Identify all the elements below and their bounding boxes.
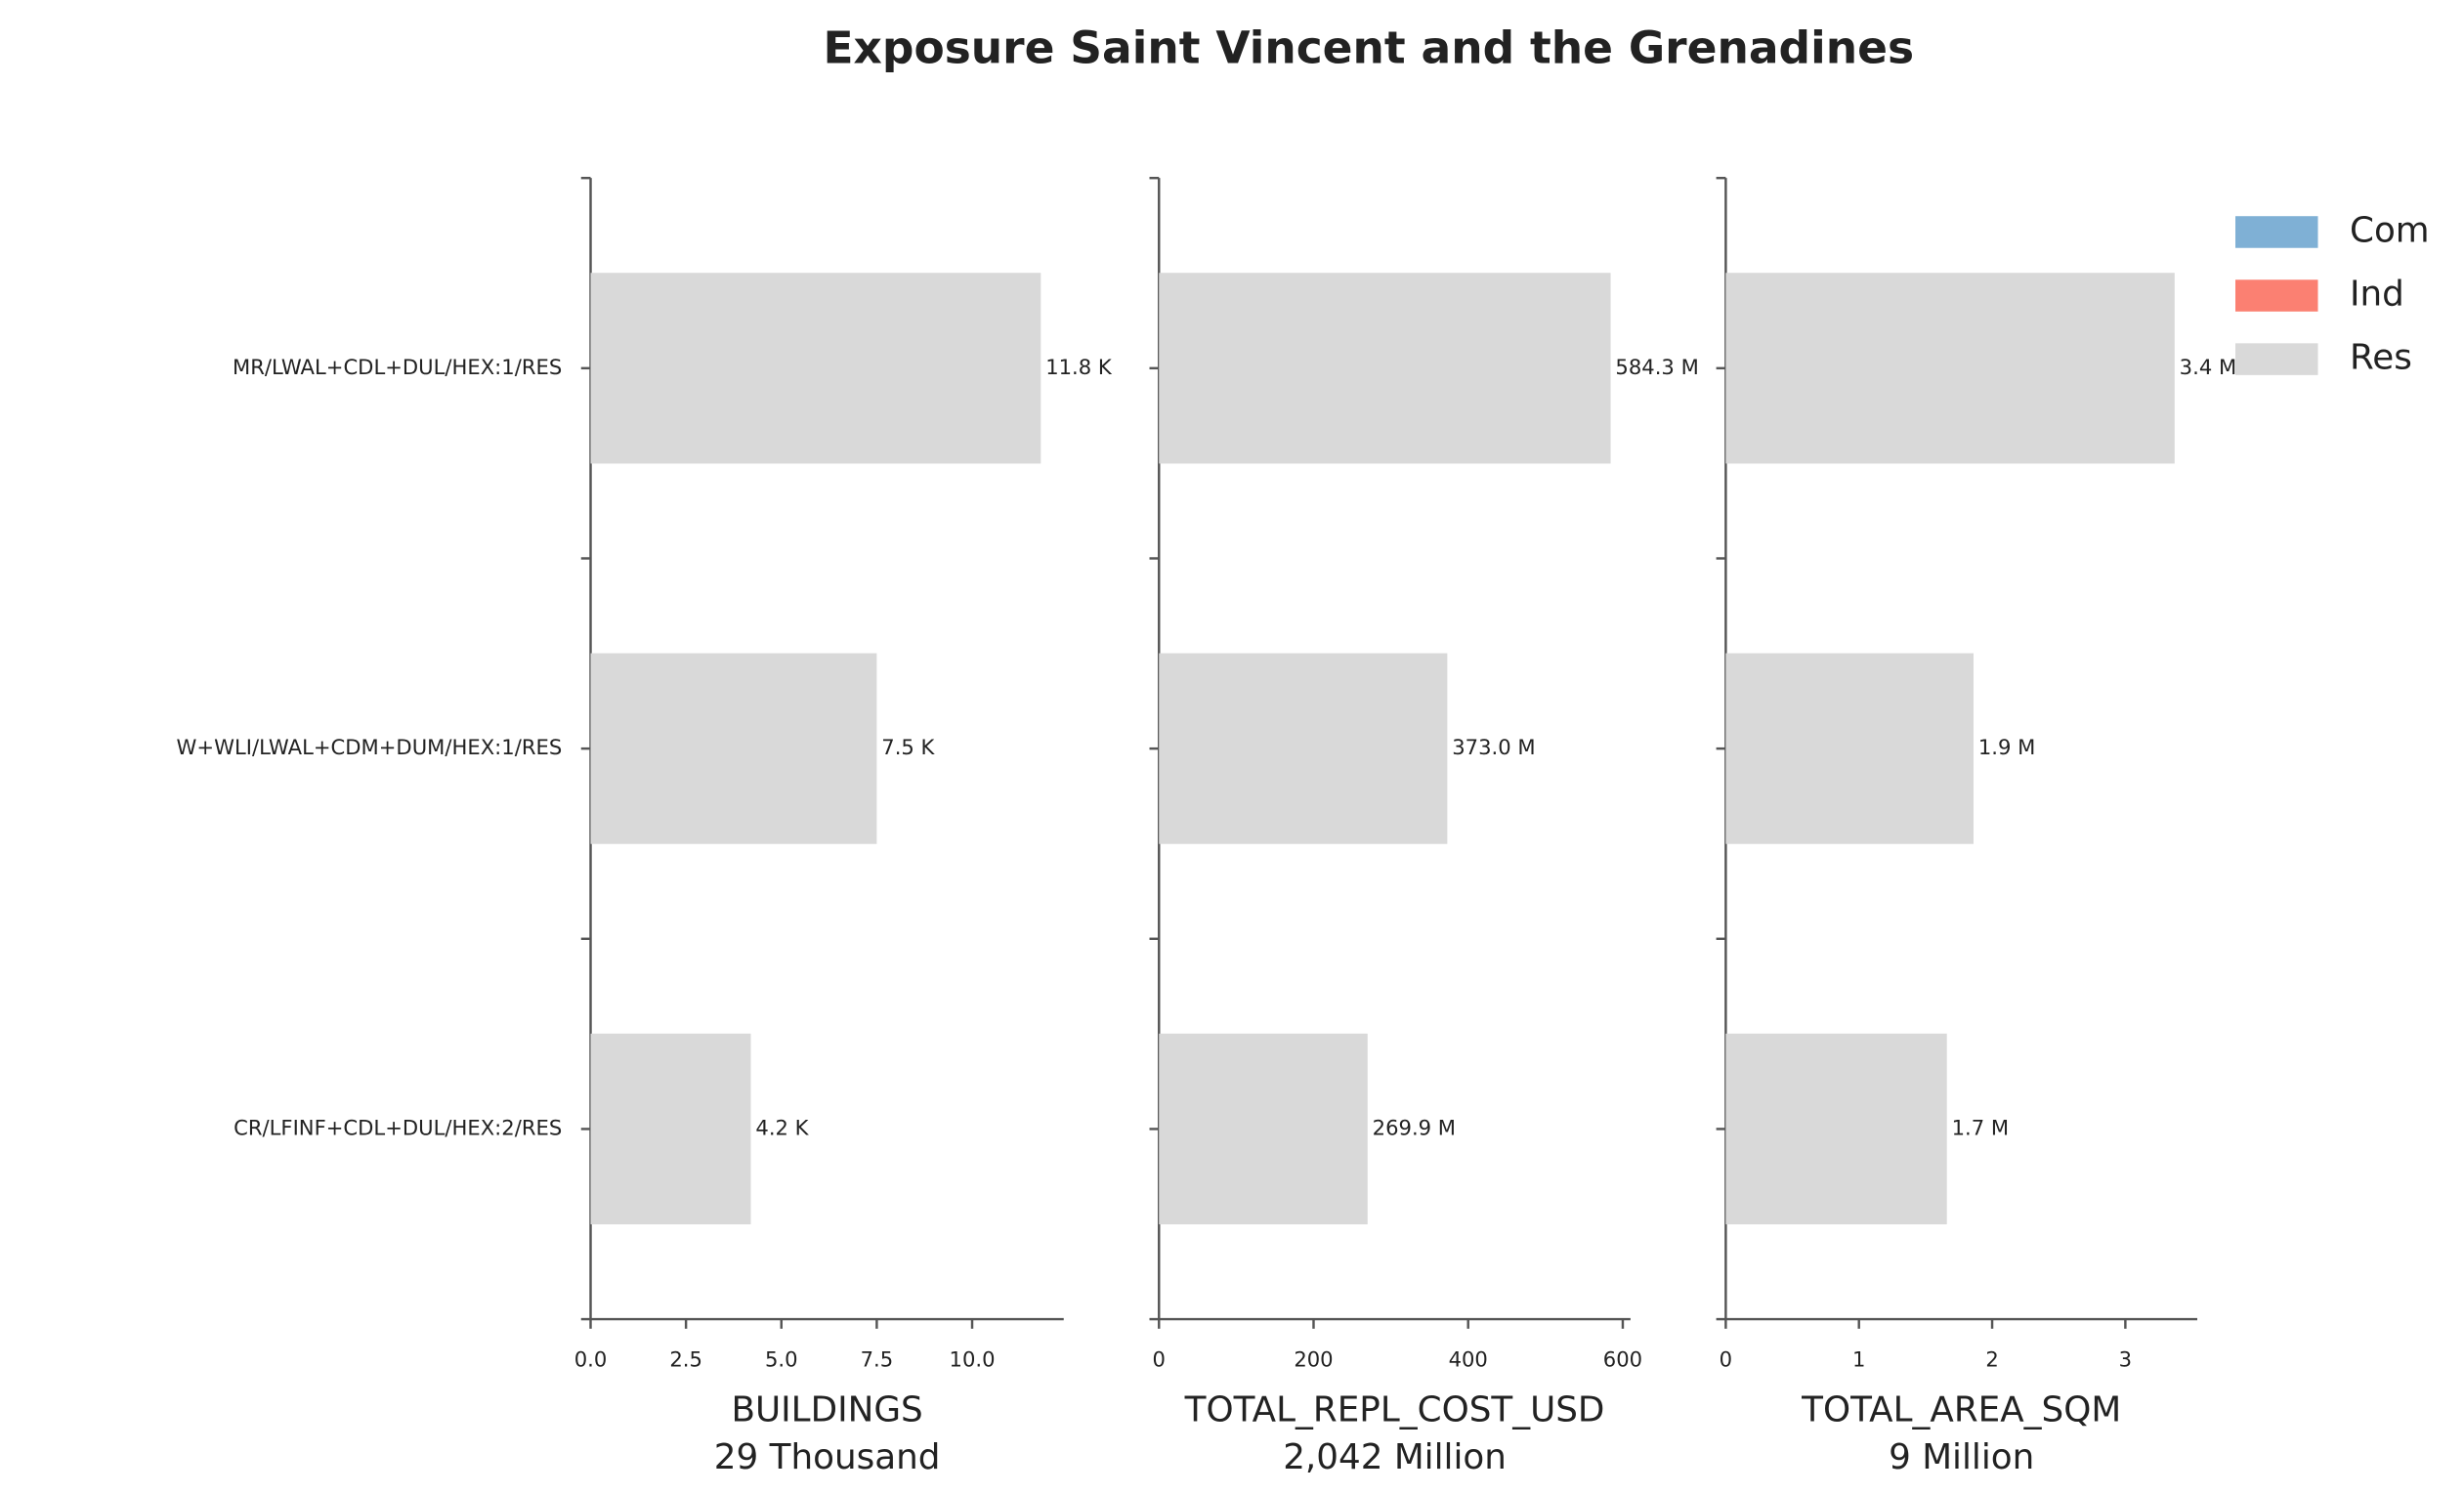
x-tick-label: 3 <box>2119 1346 2132 1371</box>
x-tick-label: 2 <box>1985 1346 1998 1371</box>
x-tick-label: 0.0 <box>574 1346 608 1371</box>
legend-swatch <box>2235 216 2318 248</box>
x-axis-label: TOTAL_REPL_COST_USD <box>1184 1389 1605 1430</box>
bar <box>1159 653 1448 844</box>
bar <box>590 1033 751 1225</box>
x-tick-label: 600 <box>1603 1346 1642 1371</box>
legend-swatch <box>2235 343 2318 375</box>
legend-label: Ind <box>2350 275 2404 315</box>
value-label: 1.9 M <box>1978 735 2036 759</box>
y-tick-label: CR/LFINF+CDL+DUL/HEX:2/RES <box>234 1115 562 1139</box>
x-tick-label: 7.5 <box>861 1346 894 1371</box>
bar <box>1725 1033 1947 1225</box>
x-tick-label: 0 <box>1720 1346 1732 1371</box>
value-label: 373.0 M <box>1452 735 1535 759</box>
x-tick-label: 0 <box>1153 1346 1166 1371</box>
y-tick-label: MR/LWAL+CDL+DUL/HEX:1/RES <box>233 355 562 379</box>
bar <box>1159 1033 1368 1225</box>
value-label: 1.7 M <box>1952 1115 2010 1139</box>
x-tick-label: 200 <box>1294 1346 1333 1371</box>
x-axis-label: TOTAL_AREA_SQM <box>1801 1389 2121 1430</box>
bar <box>1725 273 2175 464</box>
x-axis-subtitle: 2,042 Million <box>1283 1437 1507 1477</box>
x-tick-label: 400 <box>1449 1346 1488 1371</box>
x-tick-label: 5.0 <box>765 1346 798 1371</box>
value-label: 269.9 M <box>1373 1115 1456 1139</box>
x-axis-label: BUILDINGS <box>731 1389 922 1430</box>
bar <box>590 273 1041 464</box>
legend-swatch <box>2235 279 2318 312</box>
value-label: 584.3 M <box>1615 355 1698 379</box>
value-label: 11.8 K <box>1045 355 1113 379</box>
bar <box>1725 653 1974 844</box>
x-tick-label: 2.5 <box>669 1346 702 1371</box>
bar <box>1159 273 1611 464</box>
value-label: 3.4 M <box>2180 355 2237 379</box>
value-label: 7.5 K <box>881 735 935 759</box>
x-tick-label: 10.0 <box>950 1346 996 1371</box>
value-label: 4.2 K <box>755 1115 809 1139</box>
bar <box>590 653 877 844</box>
legend-label: Res <box>2350 338 2412 378</box>
legend-label: Com <box>2350 210 2430 250</box>
chart-title: Exposure Saint Vincent and the Grenadine… <box>823 22 1914 74</box>
y-tick-label: W+WLI/LWAL+CDM+DUM/HEX:1/RES <box>177 735 563 759</box>
x-tick-label: 1 <box>1852 1346 1865 1371</box>
x-axis-subtitle: 29 Thousand <box>714 1437 941 1477</box>
x-axis-subtitle: 9 Million <box>1889 1437 2034 1477</box>
